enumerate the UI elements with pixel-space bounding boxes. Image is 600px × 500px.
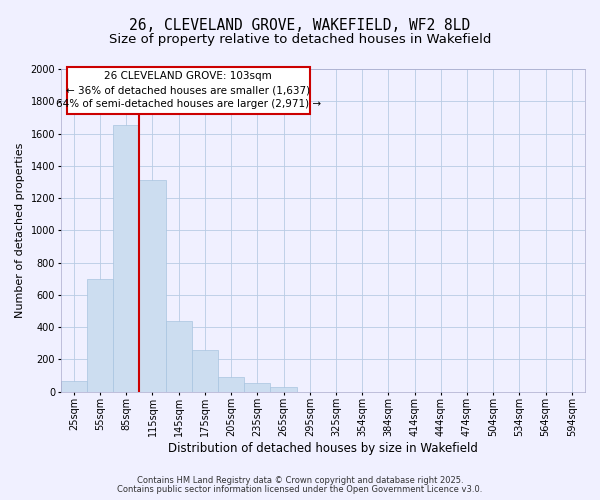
Text: Contains public sector information licensed under the Open Government Licence v3: Contains public sector information licen… [118, 484, 482, 494]
Bar [113, 126, 139, 392]
Bar [244, 382, 271, 392]
Y-axis label: Number of detached properties: Number of detached properties [15, 142, 25, 318]
Text: 26 CLEVELAND GROVE: 103sqm
← 36% of detached houses are smaller (1,637)
64% of s: 26 CLEVELAND GROVE: 103sqm ← 36% of deta… [56, 72, 321, 110]
Bar [271, 386, 296, 392]
X-axis label: Distribution of detached houses by size in Wakefield: Distribution of detached houses by size … [168, 442, 478, 455]
Bar [139, 180, 166, 392]
Bar [166, 320, 192, 392]
Bar [192, 350, 218, 392]
Text: Contains HM Land Registry data © Crown copyright and database right 2025.: Contains HM Land Registry data © Crown c… [137, 476, 463, 485]
Bar [218, 377, 244, 392]
Bar [87, 278, 113, 392]
Bar [61, 381, 87, 392]
Text: Size of property relative to detached houses in Wakefield: Size of property relative to detached ho… [109, 32, 491, 46]
Text: 26, CLEVELAND GROVE, WAKEFIELD, WF2 8LD: 26, CLEVELAND GROVE, WAKEFIELD, WF2 8LD [130, 18, 470, 32]
